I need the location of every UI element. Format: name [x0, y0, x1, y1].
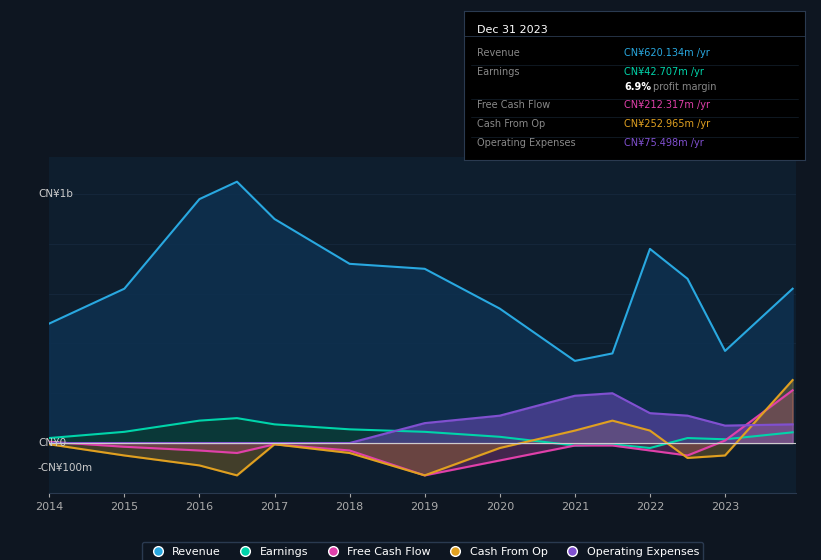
- Text: Revenue: Revenue: [478, 48, 521, 58]
- Text: Dec 31 2023: Dec 31 2023: [478, 25, 548, 35]
- Text: profit margin: profit margin: [653, 82, 717, 92]
- Text: Earnings: Earnings: [478, 67, 520, 77]
- Text: CN¥252.965m /yr: CN¥252.965m /yr: [624, 119, 710, 129]
- Legend: Revenue, Earnings, Free Cash Flow, Cash From Op, Operating Expenses: Revenue, Earnings, Free Cash Flow, Cash …: [142, 542, 704, 560]
- Text: CN¥212.317m /yr: CN¥212.317m /yr: [624, 100, 710, 110]
- Text: Free Cash Flow: Free Cash Flow: [478, 100, 551, 110]
- Text: Cash From Op: Cash From Op: [478, 119, 546, 129]
- Text: CN¥620.134m /yr: CN¥620.134m /yr: [624, 48, 709, 58]
- Text: CN¥0: CN¥0: [38, 438, 67, 448]
- Text: -CN¥100m: -CN¥100m: [38, 463, 93, 473]
- Text: Operating Expenses: Operating Expenses: [478, 138, 576, 148]
- Text: CN¥42.707m /yr: CN¥42.707m /yr: [624, 67, 704, 77]
- Text: CN¥75.498m /yr: CN¥75.498m /yr: [624, 138, 704, 148]
- Text: 6.9%: 6.9%: [624, 82, 651, 92]
- Text: CN¥1b: CN¥1b: [38, 189, 73, 199]
